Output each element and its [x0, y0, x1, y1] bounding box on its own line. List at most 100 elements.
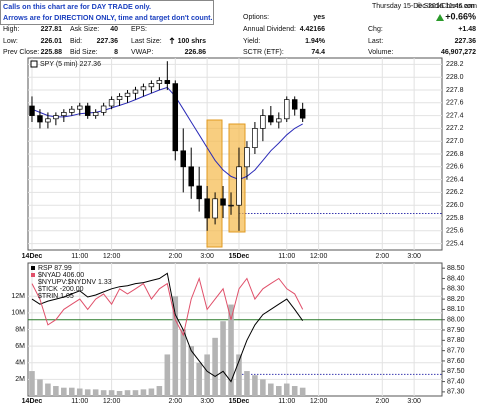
field-value: +1.48: [458, 26, 476, 33]
x-tick-label: 11:00: [71, 398, 88, 405]
candle-body: [299, 108, 306, 119]
candle-body: [228, 204, 234, 207]
y-tick-label: 6M: [15, 343, 25, 350]
candle-body: [180, 150, 186, 168]
quote-date: Thursday 15-Dec-2016 11:46 am: [372, 3, 474, 10]
field-label: Volume:: [368, 49, 393, 56]
y-tick-label: 227.2: [446, 125, 464, 132]
line: [31, 276, 304, 337]
x-tick-label: 3:00: [407, 253, 421, 260]
candle-body: [53, 115, 59, 120]
volume-bar: [61, 387, 67, 396]
field-label: EPS:: [131, 26, 147, 33]
y-tick-label: 226.2: [446, 189, 464, 196]
candle-body: [116, 96, 123, 100]
volume-bar: [212, 337, 218, 396]
volume-bar: [283, 383, 290, 396]
candle-body: [204, 198, 210, 219]
y2-tick-label: 88.40: [447, 275, 465, 282]
candle-body: [84, 105, 91, 116]
notice-text: Arrows are for DIRECTION ONLY, time and …: [3, 13, 213, 22]
x-tick-label: 12:00: [310, 253, 328, 260]
legend-entry: $NYUPV:$NYDNV 1.33: [38, 279, 112, 286]
volume-bar: [180, 329, 187, 396]
y-tick-label: 225.8: [446, 215, 464, 222]
candle-body: [148, 83, 155, 88]
y-tick-label: 2M: [15, 376, 25, 383]
volume-bar: [76, 388, 83, 396]
x-tick-label: 3:00: [407, 398, 421, 405]
volume-bar: [220, 321, 226, 396]
candle-body: [100, 105, 107, 113]
candle-body: [29, 105, 35, 116]
field-label: VWAP:: [131, 49, 153, 56]
field-value: yes: [313, 14, 325, 21]
candle-body: [196, 185, 202, 200]
volume-bar: [196, 362, 202, 396]
legend-entry: $TICK -200.00: [38, 286, 84, 293]
candle-body: [45, 118, 51, 123]
volume-bar: [37, 379, 43, 396]
volume-bar: [100, 390, 107, 396]
volume-bar: [236, 354, 242, 396]
field-label: Prev Close:: [3, 49, 39, 56]
y2-tick-label: 88.20: [447, 296, 465, 303]
source: © StockCharts.com: [417, 2, 478, 10]
field-value: 227.36: [97, 38, 119, 45]
y-tick-label: 227.4: [446, 112, 464, 119]
field-value: 100 shrs: [178, 38, 207, 45]
volume-bar: [156, 386, 163, 396]
legend-entry: RSP 87.99: [38, 265, 72, 272]
volume-bar: [204, 354, 210, 396]
legend-swatch: [31, 266, 35, 270]
uptick-icon: [169, 37, 175, 44]
field-label: Low:: [3, 38, 18, 45]
volume-bar: [148, 388, 155, 396]
y-tick-label: 10M: [11, 310, 25, 317]
x-tick-label: 12:00: [310, 398, 328, 405]
field-label: Bid:: [70, 38, 82, 45]
candle-body: [132, 89, 139, 94]
field-label: Yield:: [243, 38, 260, 45]
field-label: Options:: [243, 14, 269, 21]
volume-bar: [244, 371, 250, 396]
y-tick-label: 225.4: [446, 240, 464, 247]
volume-bar: [299, 387, 306, 396]
notice-box: [0, 0, 214, 25]
y-tick-label: 227.0: [446, 138, 464, 145]
candle-body: [244, 147, 250, 168]
volume-bar: [276, 386, 282, 396]
volume-bar: [188, 346, 194, 396]
field-value: 4.42166: [300, 26, 325, 33]
candle-body: [172, 83, 179, 152]
up-triangle: [436, 14, 444, 21]
y2-tick-label: 88.00: [447, 317, 465, 324]
y-tick-label: 227.6: [446, 100, 464, 107]
y2-tick-label: 88.10: [447, 306, 465, 313]
y2-tick-label: 88.50: [447, 265, 465, 272]
y-tick-label: 226.0: [446, 202, 464, 209]
volume-bar: [124, 390, 131, 396]
line: [31, 272, 304, 383]
candle-body: [61, 112, 67, 116]
field-value: 8: [114, 49, 118, 56]
x-tick-label: 11:00: [278, 398, 295, 405]
y-tick-label: 8M: [15, 326, 25, 333]
field-label: High:: [3, 26, 19, 33]
y-tick-label: 225.6: [446, 228, 464, 235]
volume-bar: [116, 391, 123, 396]
y-tick-label: 12M: [11, 293, 25, 300]
candle-body: [37, 115, 43, 123]
highlight-box: [206, 119, 223, 248]
field-value: 226.86: [185, 49, 207, 56]
x-tick-label: 2:00: [375, 253, 389, 260]
y-tick-label: 4M: [15, 360, 25, 367]
y-tick-label: 226.8: [446, 151, 464, 158]
y-tick-label: 226.6: [446, 164, 464, 171]
y2-tick-label: 87.90: [447, 327, 465, 334]
x-tick-label: 14Dec: [22, 253, 43, 260]
field-value: 227.36: [455, 38, 477, 45]
volume-bar: [228, 304, 234, 396]
field-value: 227.81: [41, 26, 63, 33]
